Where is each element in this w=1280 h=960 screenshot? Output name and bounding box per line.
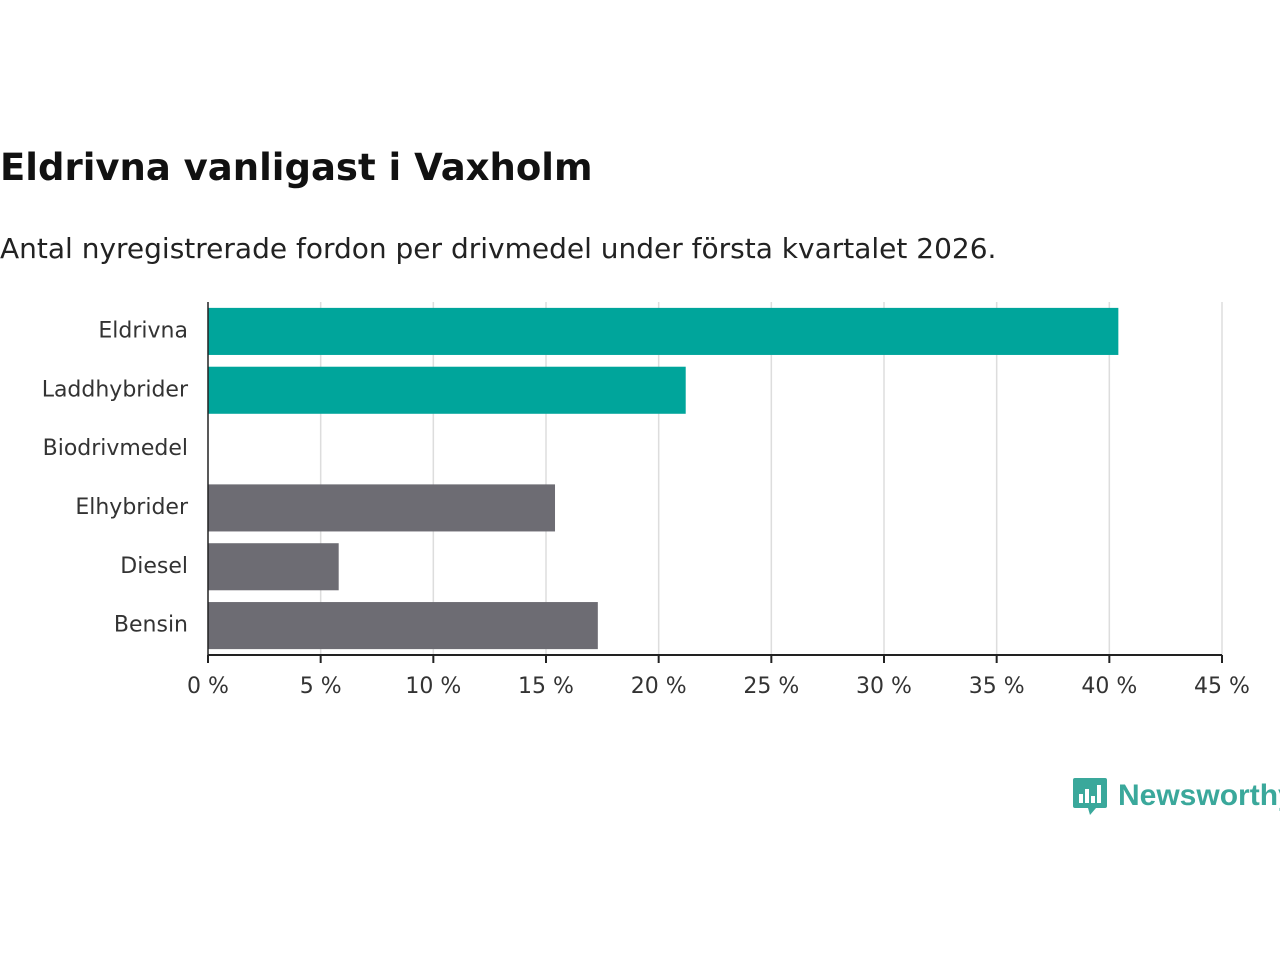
bar-laddhybrider	[208, 366, 686, 414]
category-label: Eldrivna	[98, 318, 188, 343]
bar-eldrivna	[208, 307, 1119, 355]
x-tick-label: 40 %	[1081, 674, 1137, 699]
bar-elhybrider	[208, 484, 556, 532]
category-label: Elhybrider	[75, 495, 189, 520]
x-tick-label: 0 %	[187, 674, 229, 699]
category-label: Bensin	[114, 613, 188, 638]
bar-chart: Eldrivna Laddhybrider Biodrivmedel Elhybrid…	[42, 302, 1250, 699]
category-label: Laddhybrider	[42, 377, 189, 402]
x-tick-label: 25 %	[743, 674, 799, 699]
bars	[208, 307, 1119, 650]
bar-bensin	[208, 602, 598, 650]
category-label: Diesel	[120, 554, 188, 579]
x-tick-label: 35 %	[969, 674, 1025, 699]
bar-diesel	[208, 543, 339, 591]
category-labels: Eldrivna Laddhybrider Biodrivmedel Elhybrid…	[42, 318, 189, 637]
x-tick-label: 45 %	[1194, 674, 1250, 699]
newsworthy-logo-icon	[1073, 778, 1107, 815]
chart-title: Eldrivna vanligast i Vaxholm	[0, 146, 593, 189]
brand-logo: Newsworthy	[1072, 776, 1280, 816]
category-label: Biodrivmedel	[43, 436, 188, 461]
x-axis: 0 % 5 % 10 % 15 % 20 % 25 % 30 % 35 % 40 % 45 %	[187, 302, 1250, 699]
chart-subtitle: Antal nyregistrerade fordon per drivmede…	[0, 232, 997, 265]
x-tick-label: 10 %	[405, 674, 461, 699]
x-tick-label: 30 %	[856, 674, 912, 699]
x-tick-label: 15 %	[518, 674, 574, 699]
x-tick-label: 5 %	[300, 674, 342, 699]
brand-name: Newsworthy	[1118, 779, 1280, 812]
x-tick-label: 20 %	[631, 674, 687, 699]
gridlines	[319, 302, 1223, 655]
